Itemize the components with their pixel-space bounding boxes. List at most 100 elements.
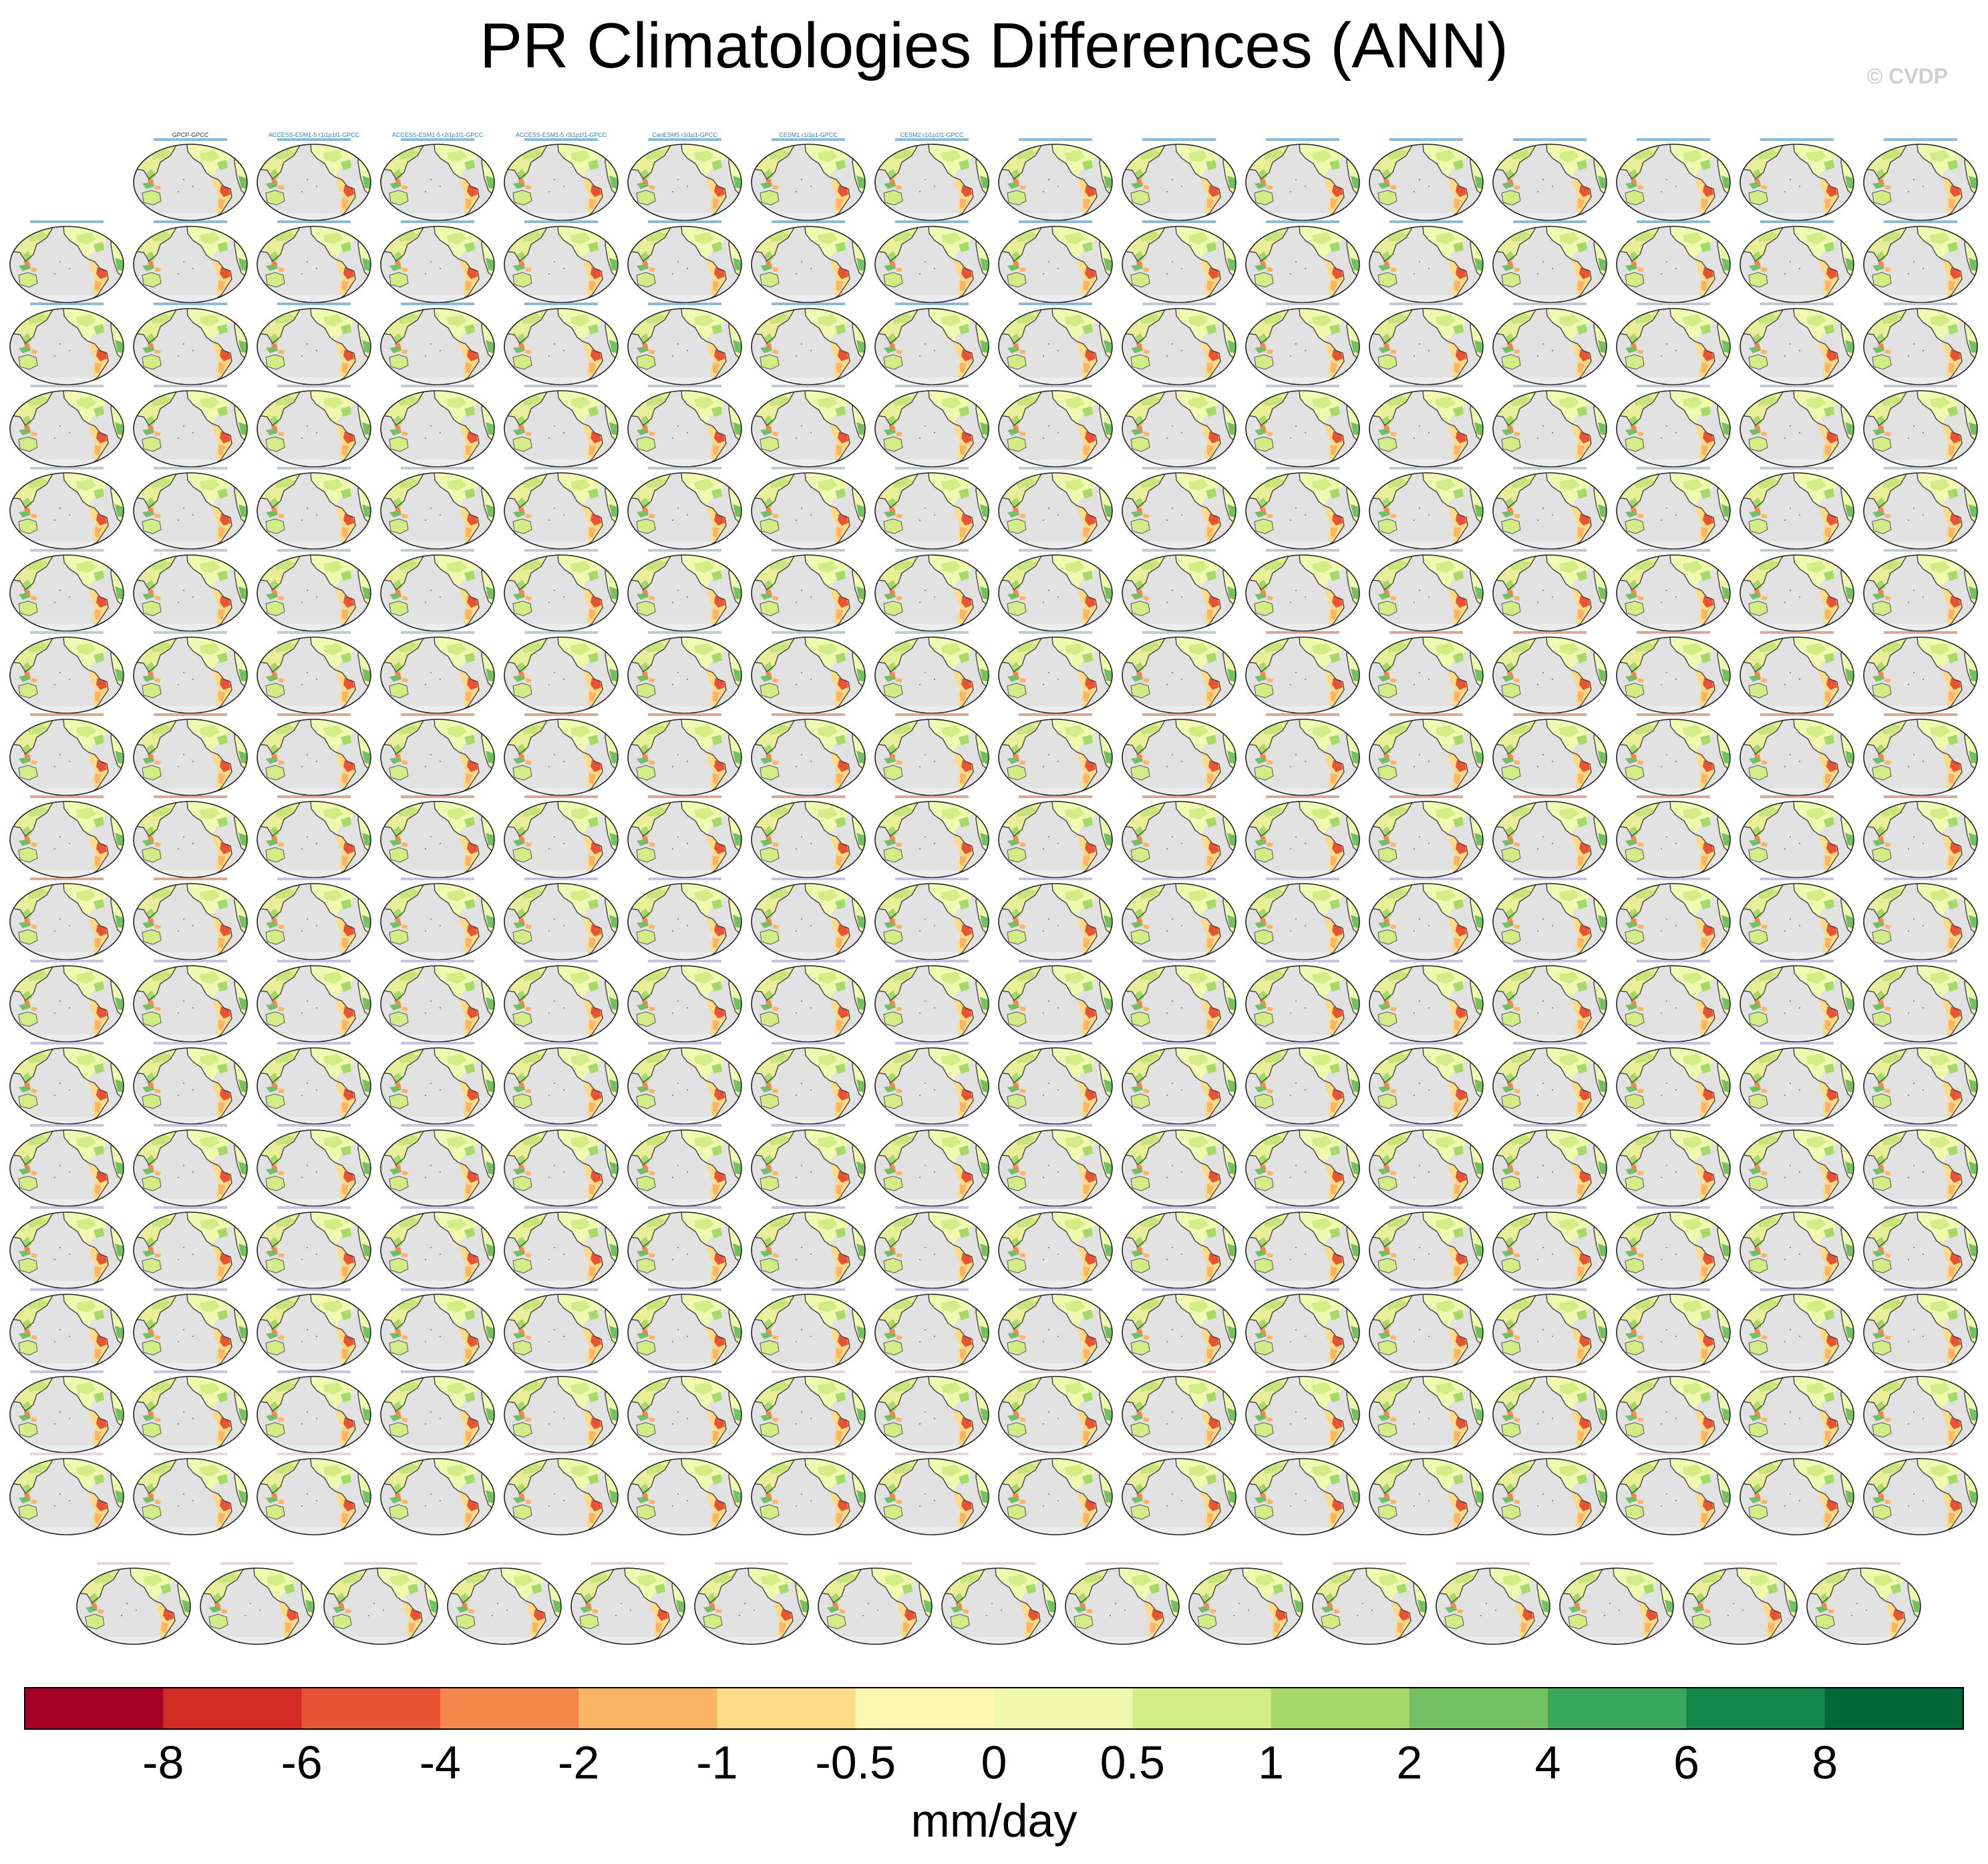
map-panel: [504, 795, 618, 878]
panel-label-mark: [1266, 1453, 1339, 1455]
globe-map: [257, 1294, 371, 1370]
map-panel: [1864, 878, 1977, 960]
panel-label-mark: [401, 385, 474, 387]
panel-label-mark: [1513, 713, 1587, 716]
map-panel: [942, 1562, 1055, 1644]
panel-label-mark: [1019, 960, 1092, 962]
globe-map: [1864, 801, 1977, 878]
map-panel: [1493, 878, 1607, 960]
globe-map: [504, 1376, 618, 1453]
globe-map: [1864, 555, 1977, 631]
globe-map: [1864, 144, 1977, 220]
globe-map: [752, 1294, 865, 1370]
panel-label-mark: [1513, 878, 1587, 880]
globe-map: [628, 391, 741, 467]
panel-label-mark: [1389, 467, 1463, 470]
map-panel: [448, 1562, 561, 1644]
map-panel: [10, 549, 124, 631]
globe-map: [1122, 719, 1236, 795]
map-panel: [752, 467, 865, 549]
globe-map: [1493, 144, 1607, 220]
globe-map: [1864, 473, 1977, 549]
panel-label-mark: [895, 713, 969, 716]
panel-label-mark: [895, 1042, 969, 1045]
colorbar-tick-label: -2: [558, 1736, 599, 1789]
panel-label-mark: [1333, 1562, 1406, 1565]
panel-label-mark: [895, 1124, 969, 1127]
globe-map: [1122, 966, 1236, 1042]
map-panel: [257, 385, 371, 467]
panel-label-mark: [277, 878, 351, 880]
map-panel: [628, 713, 741, 795]
map-panel: [1683, 1562, 1797, 1644]
panel-label-mark: [1513, 138, 1587, 141]
map-panel: [257, 713, 371, 795]
panel-label-mark: [154, 549, 227, 552]
panel-label-mark: [1760, 220, 1834, 223]
panel-label-mark: [962, 1562, 1035, 1565]
globe-map: [628, 144, 741, 220]
map-panel: [257, 1206, 371, 1288]
globe-map: [1246, 637, 1359, 713]
globe-map: [999, 144, 1112, 220]
globe-map: [1864, 884, 1977, 960]
globe-map: [1740, 555, 1854, 631]
globe-map: [752, 226, 865, 303]
map-panel: [875, 1124, 989, 1206]
globe-map: [1617, 144, 1730, 220]
globe-map: [448, 1568, 561, 1644]
panel-label-mark: [895, 220, 969, 223]
globe-map: [628, 884, 741, 960]
panel-label-mark: [524, 631, 598, 634]
panel-label-mark: [401, 220, 474, 223]
globe-map: [752, 473, 865, 549]
globe-map: [1740, 1130, 1854, 1206]
map-panel: [571, 1562, 685, 1644]
map-panel: [10, 1124, 124, 1206]
globe-map: [875, 473, 989, 549]
panel-label-mark: [1142, 1453, 1216, 1455]
panel-label-mark: [277, 631, 351, 634]
globe-map: [752, 637, 865, 713]
globe-map: [875, 1376, 989, 1453]
panel-label-mark: [277, 713, 351, 716]
colorbar-swatch: [1686, 1688, 1826, 1729]
globe-map: [571, 1568, 685, 1644]
panel-grid: GPCP-GPCC ACCESS-ESM1-5 r1i1p1f1-GPCC ACCE…: [0, 132, 1988, 1670]
panel-label-mark: [1389, 1206, 1463, 1209]
panel-label-mark: [1760, 138, 1834, 141]
map-panel: [1864, 631, 1977, 713]
panel-label-mark: [1389, 1042, 1463, 1045]
map-panel: [1313, 1562, 1426, 1644]
colorbar-swatch: [855, 1688, 995, 1729]
map-panel: [10, 1370, 124, 1453]
globe-map: [1369, 1048, 1483, 1124]
globe-map: [999, 1048, 1112, 1124]
map-panel: [1369, 631, 1483, 713]
colorbar-swatch: [1548, 1688, 1687, 1729]
panel-label-mark: [1884, 303, 1957, 305]
globe-map: [257, 473, 371, 549]
globe-map: [1246, 884, 1359, 960]
globe-map: [628, 309, 741, 385]
globe-map: [1864, 1048, 1977, 1124]
globe-map: [1560, 1568, 1673, 1644]
globe-map: [10, 1212, 124, 1288]
map-panel: [1807, 1562, 1921, 1644]
map-panel: [1864, 220, 1977, 303]
globe-map: [1864, 391, 1977, 467]
map-panel: [10, 1206, 124, 1288]
globe-map: [1740, 637, 1854, 713]
globe-map: [1369, 1459, 1483, 1535]
globe-map: [1122, 1459, 1236, 1535]
globe-map: [1122, 555, 1236, 631]
globe-map: [752, 966, 865, 1042]
map-panel: [257, 549, 371, 631]
globe-map: [1740, 1459, 1854, 1535]
map-panel: [257, 303, 371, 385]
panel-label-mark: [895, 1453, 969, 1455]
globe-map: [257, 1459, 371, 1535]
panel-label-mark: [648, 1206, 721, 1209]
map-panel: [1246, 795, 1359, 878]
map-panel: [1246, 385, 1359, 467]
